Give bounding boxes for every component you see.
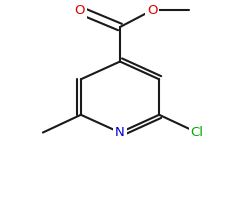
Text: O: O bbox=[74, 4, 85, 17]
Text: N: N bbox=[115, 126, 125, 139]
Text: O: O bbox=[147, 4, 157, 17]
Text: Cl: Cl bbox=[191, 126, 204, 139]
